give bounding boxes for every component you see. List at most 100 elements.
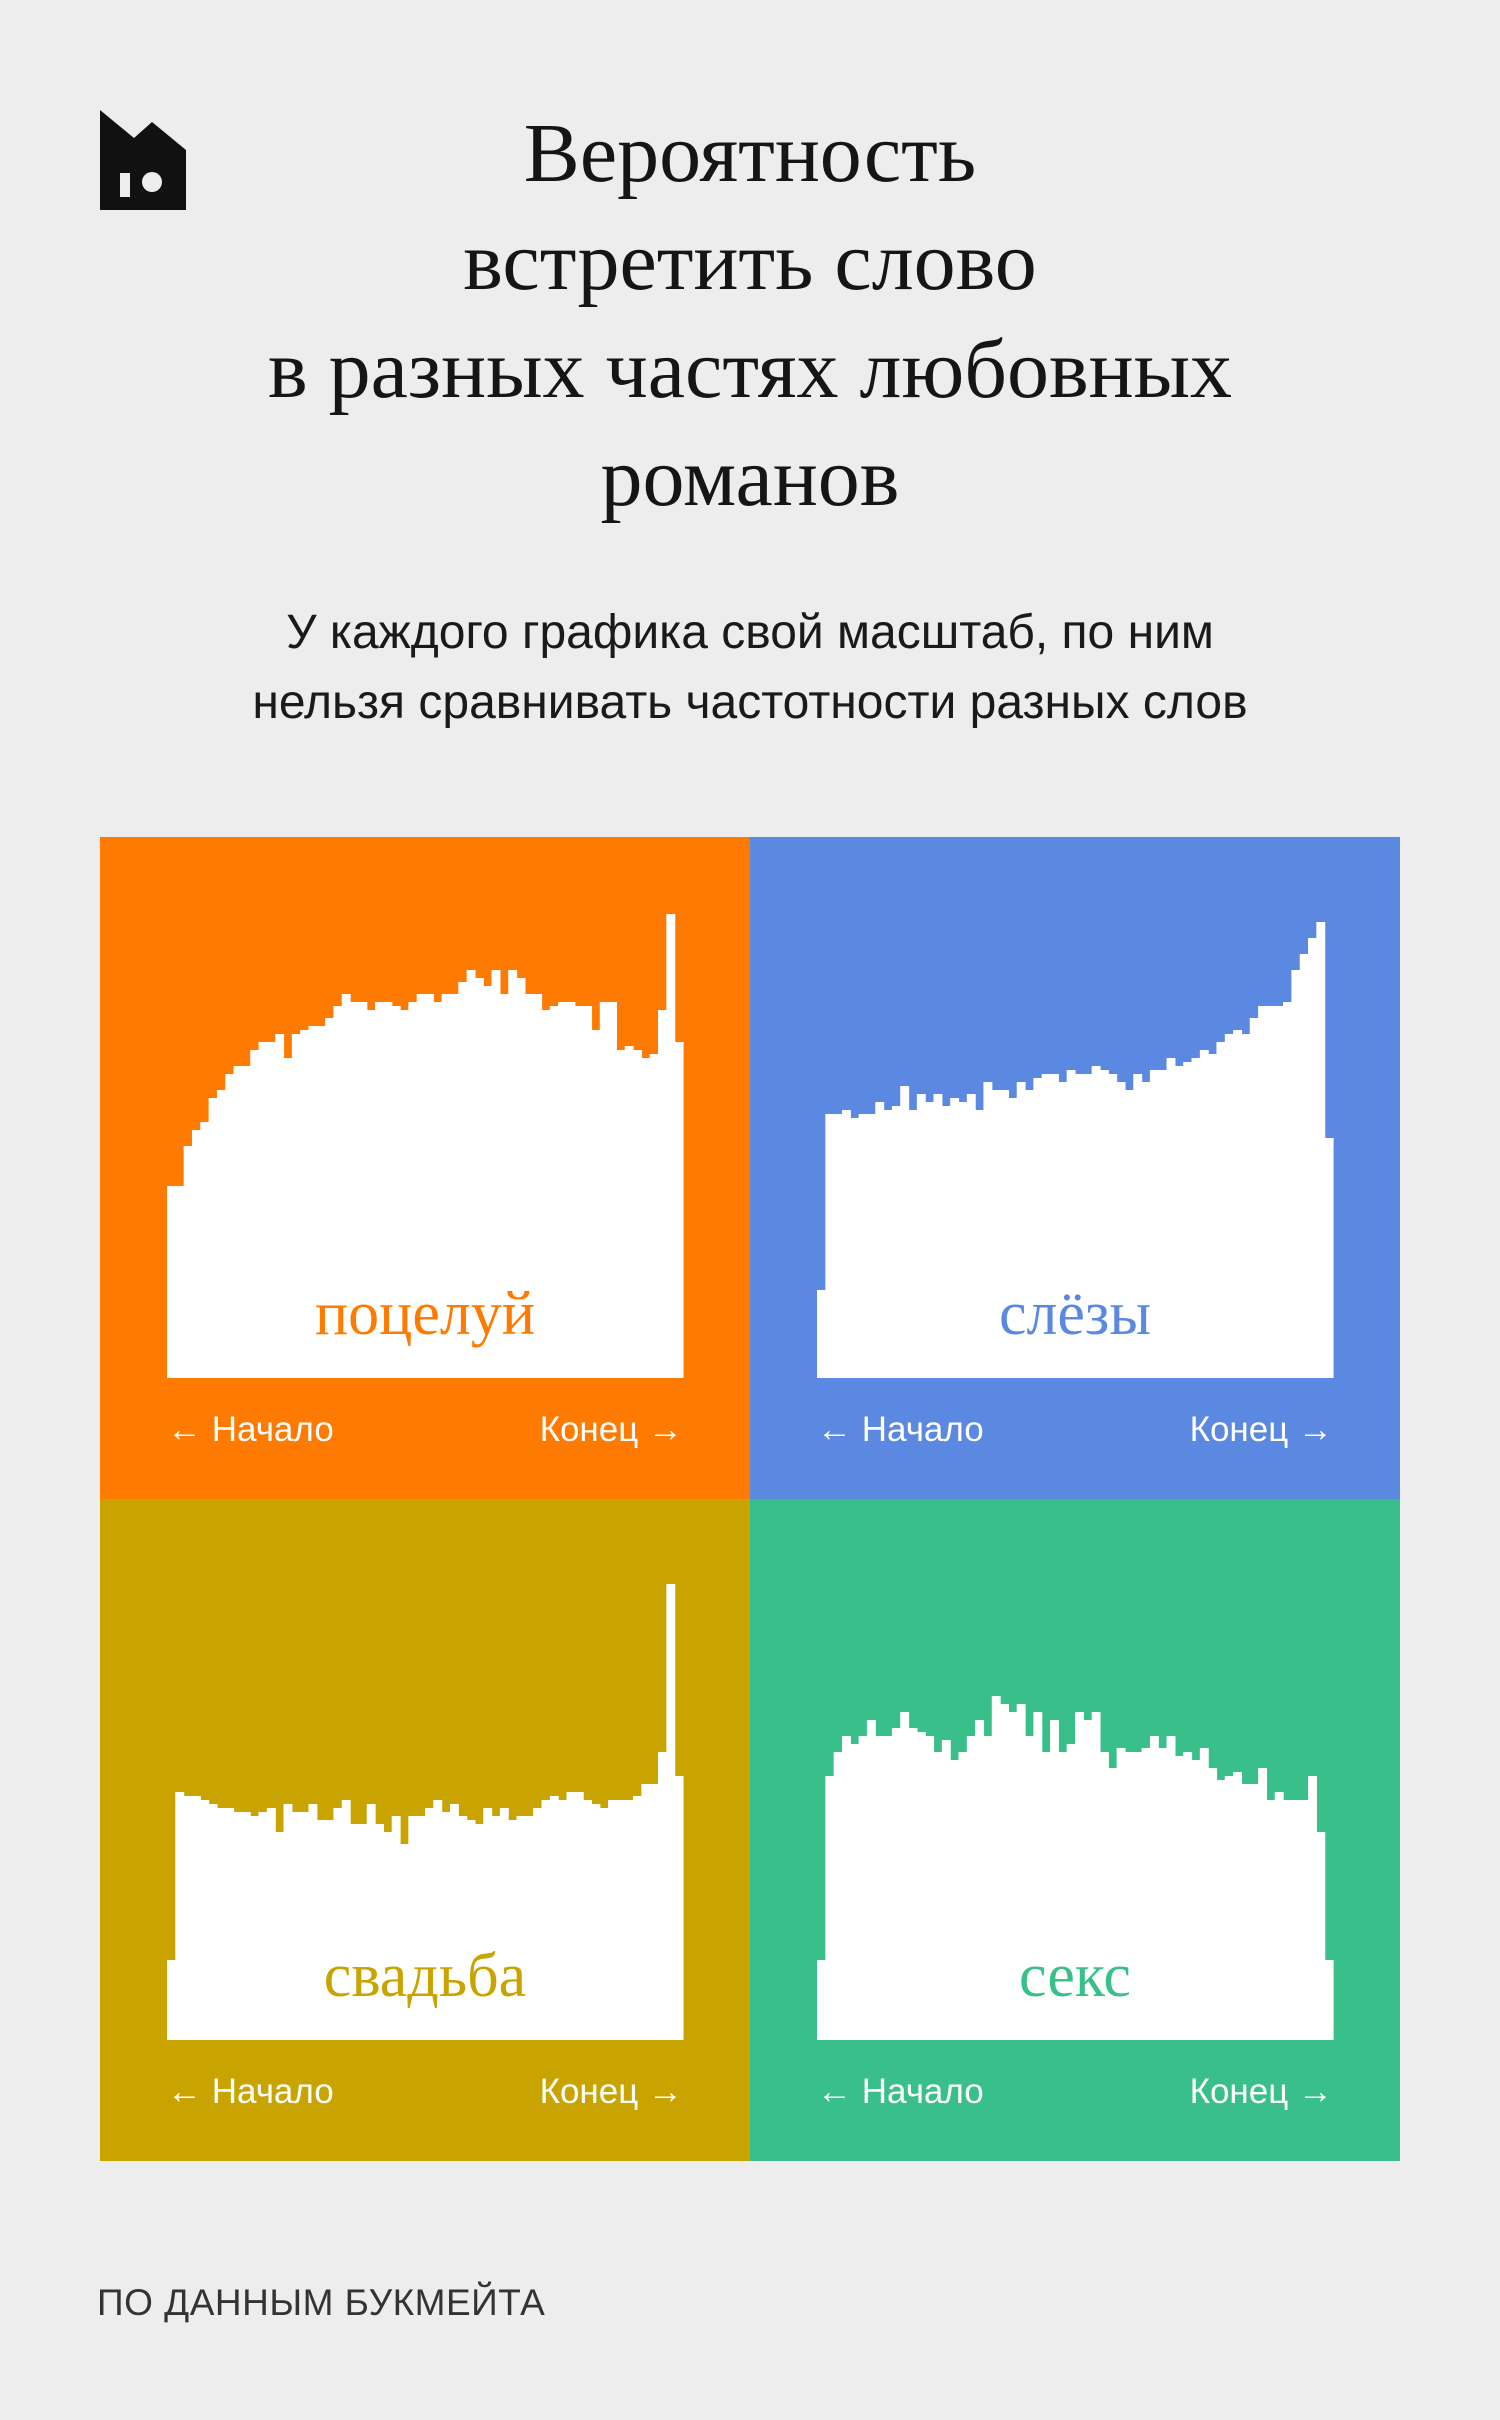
histogram-bar [508,970,518,1378]
histogram-bar [1208,1054,1218,1378]
histogram-bar [1266,1800,1276,2040]
histogram-bar [549,1006,559,1378]
histogram-bar [1291,1800,1301,2040]
histogram-bar [208,1804,218,2040]
histogram-bar [866,1114,876,1378]
histogram-bar [233,1812,243,2040]
histogram-bar [916,1732,926,2040]
histogram-bar [391,1816,401,2040]
subtitle-line: У каждого графика свой масштаб, по ним [286,606,1214,659]
histogram-bar [658,1010,667,1378]
histogram-bar [833,1752,843,2040]
histogram-bar [167,1186,176,1378]
histogram-bar [1199,1748,1209,2040]
histogram-bar [491,1816,501,2040]
title-line: в разных частях любовных [267,323,1233,416]
histogram-bar [225,1074,235,1378]
histogram-bar [925,1736,935,2040]
histogram-bar [1258,1006,1268,1378]
histogram-bar [258,1042,268,1378]
histogram-bar [358,1824,368,2040]
histogram-bar [858,1114,868,1378]
histogram-bar [850,1118,860,1378]
histogram-bar [875,1102,885,1378]
axis-end-label: Конец → [539,2072,683,2111]
histogram-bar [1066,1744,1076,2040]
histogram-bar [1316,1832,1326,2040]
histogram-bar [658,1752,667,2040]
histogram-bar [825,1114,835,1378]
histogram-bar [1066,1070,1076,1378]
histogram-bar [950,1760,960,2040]
histogram-bar [1008,1098,1018,1378]
histogram-bar [1016,1082,1026,1378]
histogram-bar [441,994,451,1378]
histogram-bar [966,1094,976,1378]
chart-word: свадьба [323,1942,527,2010]
histogram-bar [300,1812,310,2040]
histogram-bar [649,1054,659,1378]
histogram-bar [941,1106,951,1378]
histogram-bar [191,1130,201,1378]
histogram-bar [416,1816,426,2040]
histogram-bar [216,1808,226,2040]
histogram-bar [1075,1712,1084,2040]
histogram-bar [533,1808,543,2040]
histogram-bar [516,978,526,1378]
histogram-bar [1166,1736,1176,2040]
histogram-bar [241,1066,251,1378]
histogram-bar [1000,1704,1010,2040]
histogram-bar [574,1792,584,2040]
histogram-bar [408,1002,418,1378]
histogram-bar [608,1800,618,2040]
histogram-bar [341,1800,351,2040]
axis-end-label: Конец → [1189,1410,1333,1449]
histogram-bar [1099,1752,1109,2040]
histogram-bar [1149,1736,1159,2040]
histogram-bar [183,1146,193,1378]
histogram-bar [366,1804,376,2040]
histogram-bar [1008,1712,1018,2040]
histogram-bar [400,1010,409,1378]
histogram-bar [499,994,509,1378]
histogram-bar [1283,1002,1292,1378]
title-line: романов [600,431,900,524]
histogram-bar [1233,1030,1243,1378]
histogram-bar [1158,1070,1168,1378]
histogram-bar [1308,938,1317,1378]
histogram-bar [1108,1074,1118,1378]
histogram-bar [908,1110,918,1378]
histogram-bar [1266,1006,1276,1378]
axis-end-label: Конец → [539,1410,683,1449]
histogram-bar [1241,1034,1251,1378]
histogram-bar [1099,1070,1109,1378]
histogram-bar [825,1776,835,2040]
histogram-bar [883,1110,893,1378]
histogram-bar [474,978,484,1378]
histogram-bar [1183,1062,1193,1378]
chart-panel-wedding: свадьба ← Начало Конец → [100,1499,750,2161]
histogram-bar [908,1728,918,2040]
histogram-bar [633,1796,642,2040]
histogram-bar [1108,1768,1118,2040]
histogram-bar [1091,1066,1101,1378]
histogram-bar [200,1122,210,1378]
histogram-bar [233,1066,243,1378]
histogram-bar [325,1820,335,2040]
histogram-bar [1000,1090,1010,1378]
histogram-kiss [167,914,684,1378]
histogram-bar [833,1114,843,1378]
histogram-bar [483,1808,493,2040]
histogram-bar [991,1090,1001,1378]
histogram-bar [300,1030,310,1378]
histogram-bar [225,1808,235,2040]
histogram-bar [425,994,434,1378]
histogram-bar [400,1844,409,2040]
histogram-bar [1141,1748,1151,2040]
histogram-bar [266,1808,276,2040]
histogram-bar [541,1010,551,1378]
axis-start-label: ← Начало [817,1410,984,1449]
histogram-bar [1091,1712,1101,2040]
histogram-bar [1124,1090,1134,1378]
histogram-bar [208,1098,218,1378]
